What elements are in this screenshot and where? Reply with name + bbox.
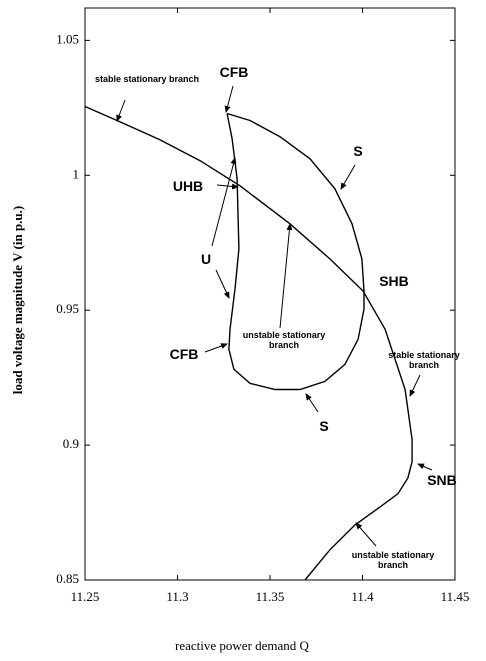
x-tick-label: 11.45 [441, 589, 470, 604]
annotation: UHB [172, 178, 204, 194]
annotation: S [353, 143, 363, 159]
x-axis-label: reactive power demand Q [175, 638, 310, 653]
y-tick-label: 1 [73, 166, 80, 181]
annotation: unstable stationary branch [242, 330, 326, 351]
annotation: U [200, 251, 212, 267]
x-tick-label: 11.35 [256, 589, 285, 604]
annotation: stable stationary branch [388, 350, 460, 371]
curve [226, 112, 365, 391]
x-tick-label: 11.25 [71, 589, 100, 604]
annotation: CFB [169, 346, 199, 362]
y-tick-label: 0.85 [56, 571, 79, 586]
arrows [116, 85, 433, 547]
y-tick-label: 1.05 [56, 31, 79, 46]
y-axis-label: load voltage magnitude V (in p.u.) [10, 206, 25, 394]
plot-frame [84, 7, 456, 581]
annotation: unstable stationary branch [351, 550, 435, 571]
x-tick-label: 11.4 [351, 589, 374, 604]
y-tick-label: 0.9 [63, 436, 79, 451]
annotation: CFB [219, 64, 249, 80]
annotation: stable stationary branch [94, 74, 200, 84]
annotation: SNB [427, 472, 457, 488]
annotation: S [319, 418, 329, 434]
curve [84, 105, 413, 581]
y-tick-label: 0.95 [56, 301, 79, 316]
annotation: SHB [379, 273, 409, 289]
x-tick-label: 11.3 [166, 589, 188, 604]
